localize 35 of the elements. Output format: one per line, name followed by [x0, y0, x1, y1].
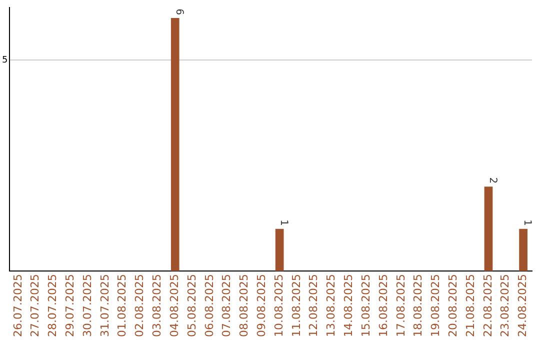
x-tick-label: 27.07.2025 — [28, 274, 42, 338]
x-tick-label: 06.08.2025 — [202, 274, 216, 338]
x-tick-label: 17.08.2025 — [394, 274, 408, 338]
x-tick-label: 12.08.2025 — [307, 274, 320, 338]
x-tick-label: 08.08.2025 — [238, 274, 251, 338]
x-tick-label: 13.08.2025 — [324, 274, 338, 338]
x-tick-label: 28.07.2025 — [46, 274, 60, 338]
x-tick-label: 20.08.2025 — [446, 274, 460, 338]
x-tick-label: 03.08.2025 — [150, 274, 164, 338]
x-tick-label: 29.07.2025 — [64, 274, 77, 338]
x-tick-label: 10.08.2025 — [272, 274, 286, 338]
x-tick-label: 15.08.2025 — [359, 274, 372, 338]
x-tick-label: 09.08.2025 — [255, 274, 268, 338]
x-tick-label: 02.08.2025 — [133, 274, 146, 338]
y-tick-label: 5 — [2, 55, 8, 66]
x-tick-label: 05.08.2025 — [185, 274, 198, 338]
data-label: 2 — [486, 177, 498, 184]
x-tick-label: 14.08.2025 — [342, 274, 356, 338]
x-tick-label: 18.08.2025 — [412, 274, 425, 338]
x-tick-label: 21.08.2025 — [464, 274, 477, 338]
x-tick-label: 04.08.2025 — [168, 274, 181, 338]
x-tick-label: 23.08.2025 — [498, 274, 512, 338]
x-tick-label: 19.08.2025 — [429, 274, 442, 338]
data-label: 6 — [174, 8, 185, 15]
data-label: 1 — [522, 219, 533, 226]
x-tick-label: 11.08.2025 — [290, 274, 303, 338]
data-label: 1 — [278, 219, 289, 226]
x-tick-label: 30.07.2025 — [80, 274, 94, 338]
x-tick-label: 01.08.2025 — [116, 274, 129, 338]
x-tick-label: 22.08.2025 — [481, 274, 494, 338]
x-tick-label: 07.08.2025 — [220, 274, 234, 338]
x-tick-label: 31.07.2025 — [98, 274, 112, 338]
x-tick-label: 16.08.2025 — [376, 274, 390, 338]
x-tick-label: 24.08.2025 — [516, 274, 530, 338]
x-tick-label: 26.07.2025 — [11, 274, 24, 338]
